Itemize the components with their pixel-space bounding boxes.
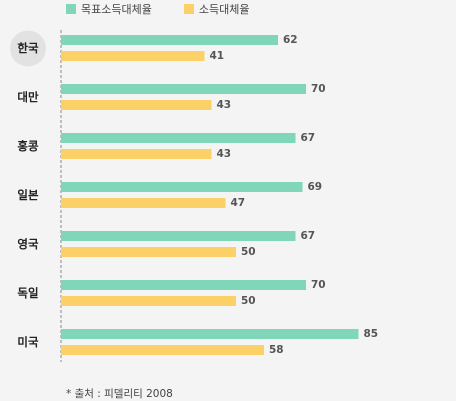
actual-bar — [61, 198, 226, 208]
actual-bar — [61, 345, 264, 355]
bar-value-label: 67 — [301, 132, 316, 144]
category-label: 한국 — [17, 41, 39, 55]
bar-value-label: 43 — [217, 99, 232, 111]
bar-value-label: 69 — [308, 181, 323, 193]
target-bar — [61, 329, 359, 339]
actual-bar — [61, 100, 212, 110]
legend-swatch-target — [66, 4, 76, 14]
legend: 목표소득대체율 소득대체율 — [66, 2, 281, 16]
legend-label-target: 목표소득대체율 — [81, 3, 152, 16]
actual-bar — [61, 296, 236, 306]
target-bar — [61, 133, 296, 143]
legend-swatch-actual — [183, 4, 194, 14]
bar-value-label: 70 — [311, 279, 326, 291]
target-bar — [61, 84, 306, 94]
actual-bar — [61, 149, 212, 159]
bar-value-label: 41 — [210, 50, 225, 62]
target-bar — [61, 182, 303, 192]
target-bar — [61, 280, 306, 290]
source-note: * 출처 : 피델리티 2008 — [66, 388, 173, 400]
actual-bar — [61, 247, 236, 257]
category-label: 독일 — [17, 286, 38, 300]
bar-value-label: 50 — [241, 246, 256, 258]
category-label: 영국 — [17, 237, 39, 251]
bar-value-label: 62 — [283, 34, 298, 46]
legend-item-actual-replacement: 소득대체율 — [183, 1, 250, 17]
legend-label-actual: 소득대체율 — [198, 3, 250, 16]
category-label: 홍콩 — [17, 139, 39, 153]
highlight-circle — [10, 30, 46, 67]
bar-value-label: 47 — [231, 197, 246, 209]
category-label: 미국 — [17, 335, 39, 349]
target-bar — [61, 231, 296, 241]
target-bar — [61, 35, 278, 45]
bar-value-label: 50 — [241, 295, 256, 307]
category-label: 일본 — [17, 188, 39, 202]
bar-value-label: 85 — [364, 328, 379, 340]
bar-value-label: 43 — [217, 148, 232, 160]
actual-bar — [61, 51, 205, 61]
bar-value-label: 70 — [311, 83, 326, 95]
bar-value-label: 58 — [269, 344, 284, 356]
bar-value-label: 67 — [301, 230, 316, 242]
legend-item-target-replacement: 목표소득대체율 — [66, 1, 152, 17]
category-label: 대만 — [17, 90, 39, 104]
